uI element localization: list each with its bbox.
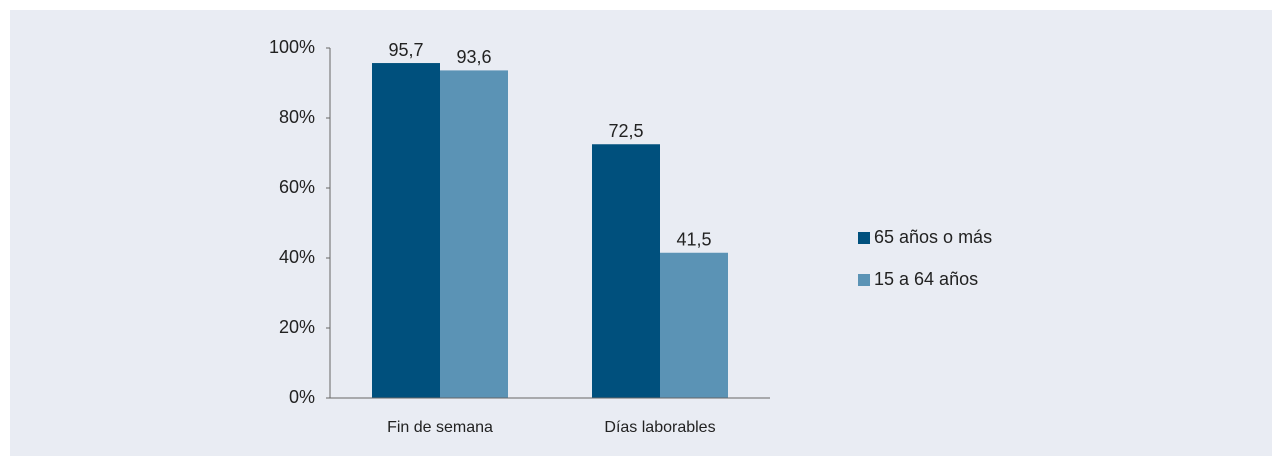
bar	[440, 70, 508, 399]
legend-label: 15 a 64 años	[874, 269, 978, 289]
x-tick-label: Fin de semana	[387, 419, 493, 436]
y-tick-label: 40%	[279, 247, 315, 267]
bar	[372, 63, 440, 399]
data-label: 93,6	[456, 47, 491, 67]
legend-label: 65 años o más	[874, 227, 992, 247]
data-label: 72,5	[608, 121, 643, 141]
x-tick-label: Días laborables	[604, 419, 715, 436]
y-tick-label: 20%	[279, 317, 315, 337]
y-tick-label: 0%	[289, 387, 315, 407]
bar	[592, 144, 660, 398]
bar	[660, 252, 728, 398]
y-tick-label: 80%	[279, 107, 315, 127]
data-label: 41,5	[676, 230, 711, 250]
y-tick-label: 60%	[279, 177, 315, 197]
data-label: 95,7	[388, 40, 423, 60]
legend-swatch	[858, 274, 870, 286]
legend-swatch	[858, 232, 870, 244]
y-tick-label: 100%	[269, 37, 315, 57]
